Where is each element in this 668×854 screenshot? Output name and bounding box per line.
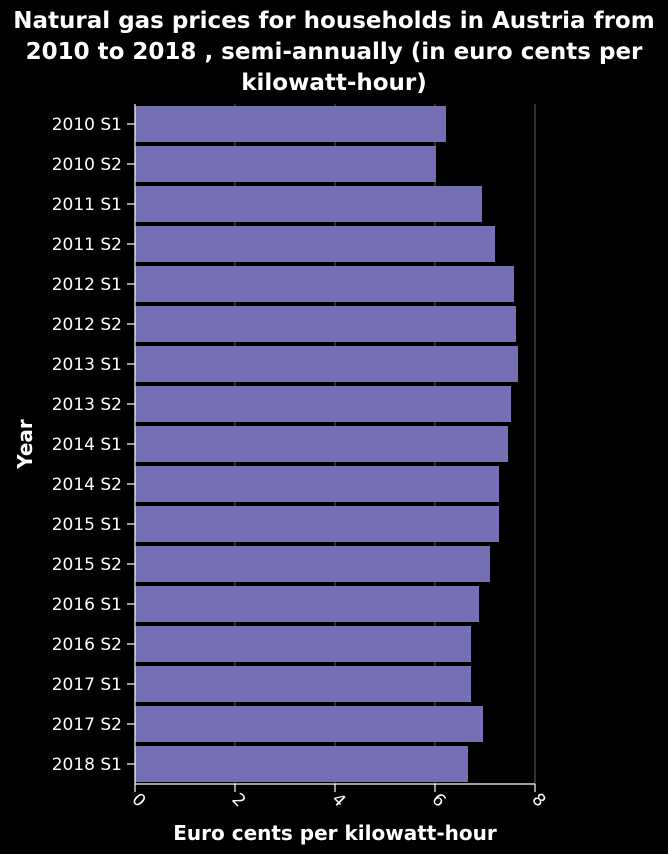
bar (135, 586, 479, 622)
x-tick-label: 6 (428, 790, 450, 812)
y-tick-label: 2018 S1 (52, 755, 122, 775)
y-tick-label: 2012 S2 (52, 315, 122, 335)
x-tick-label: 2 (228, 790, 250, 812)
bar (135, 626, 471, 662)
x-axis-label: Euro cents per kilowatt-hour (173, 821, 497, 845)
bar (135, 546, 490, 582)
bar (135, 386, 511, 422)
bar (135, 426, 508, 462)
y-tick-label: 2010 S1 (52, 115, 122, 135)
bar (135, 746, 468, 782)
bar (135, 186, 482, 222)
x-tick-label: 0 (128, 790, 150, 812)
bar (135, 506, 499, 542)
x-tick-label: 4 (328, 790, 350, 812)
y-tick-label: 2017 S2 (52, 715, 122, 735)
bar (135, 146, 436, 182)
y-tick-label: 2010 S2 (52, 155, 122, 175)
y-tick-label: 2011 S2 (52, 235, 122, 255)
y-tick-label: 2014 S1 (52, 435, 122, 455)
bar (135, 106, 446, 142)
bar (135, 346, 518, 382)
x-tick-label: 8 (528, 790, 550, 812)
y-tick-label: 2011 S1 (52, 195, 122, 215)
bar (135, 466, 499, 502)
y-tick-label: 2017 S1 (52, 675, 122, 695)
y-tick-label: 2012 S1 (52, 275, 122, 295)
chart-title: Natural gas prices for households in Aus… (13, 8, 655, 96)
bar (135, 226, 495, 262)
bar (135, 266, 514, 302)
y-tick-label: 2015 S2 (52, 555, 122, 575)
y-tick-label: 2016 S2 (52, 635, 122, 655)
bar (135, 306, 516, 342)
bar (135, 706, 483, 742)
y-tick-label: 2016 S1 (52, 595, 122, 615)
bar (135, 666, 471, 702)
y-tick-label: 2013 S1 (52, 355, 122, 375)
y-tick-label: 2013 S2 (52, 395, 122, 415)
bars (135, 106, 518, 782)
y-tick-label: 2014 S2 (52, 475, 122, 495)
y-tick-label: 2015 S1 (52, 515, 122, 535)
y-axis-label: Year (13, 419, 37, 470)
